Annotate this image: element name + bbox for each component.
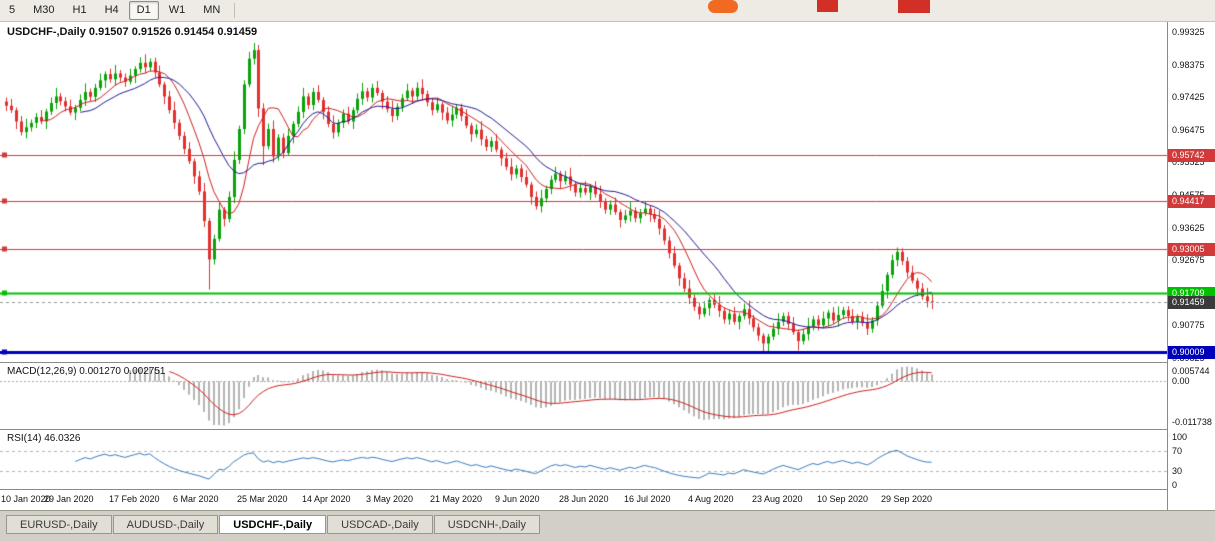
logo-red-block-1 xyxy=(817,0,838,12)
date-axis-label: 14 Apr 2020 xyxy=(302,494,351,504)
timeframe-button-w1[interactable]: W1 xyxy=(161,1,194,20)
symbol-tab-usdcad-daily[interactable]: USDCAD-,Daily xyxy=(327,515,433,534)
price-axis-label: 0.99325 xyxy=(1172,27,1205,38)
toolbar-separator xyxy=(234,3,235,18)
macd-indicator-label: MACD(12,26,9) 0.001270 0.002751 xyxy=(7,366,165,377)
date-axis-label: 29 Jan 2020 xyxy=(44,494,94,504)
rsi-axis-label: 30 xyxy=(1172,466,1182,477)
symbol-tab-usdcnh-daily[interactable]: USDCNH-,Daily xyxy=(434,515,540,534)
date-axis-label: 21 May 2020 xyxy=(430,494,482,504)
macd-axis-label: -0.011738 xyxy=(1172,417,1212,428)
date-axis-label: 6 Mar 2020 xyxy=(173,494,219,504)
date-axis-label: 9 Jun 2020 xyxy=(495,494,540,504)
rsi-axis-label: 0 xyxy=(1172,480,1177,491)
price-level-badge: 0.93005 xyxy=(1168,243,1215,256)
price-axis-label: 0.92675 xyxy=(1172,255,1205,266)
broker-logo-fragment xyxy=(705,0,945,14)
symbol-tab-usdchf-daily[interactable]: USDCHF-,Daily xyxy=(219,515,326,534)
macd-axis-label: 0.00 xyxy=(1172,376,1190,387)
date-axis-label: 28 Jun 2020 xyxy=(559,494,609,504)
date-axis-label: 16 Jul 2020 xyxy=(624,494,671,504)
rsi-axis-label: 70 xyxy=(1172,446,1182,457)
date-axis-label: 23 Aug 2020 xyxy=(752,494,803,504)
date-axis-label: 4 Aug 2020 xyxy=(688,494,734,504)
price-axis-label: 0.96475 xyxy=(1172,125,1205,136)
price-axis-label: 0.97425 xyxy=(1172,92,1205,103)
price-level-badge: 0.90009 xyxy=(1168,346,1215,359)
date-axis-label: 17 Feb 2020 xyxy=(109,494,160,504)
current-price-badge: 0.91459 xyxy=(1168,296,1215,309)
logo-orange-block xyxy=(708,0,738,13)
timeframe-button-5[interactable]: 5 xyxy=(1,1,23,20)
timeframe-button-h4[interactable]: H4 xyxy=(97,1,127,20)
rsi-axis-label: 100 xyxy=(1172,432,1187,443)
price-chart-canvas[interactable] xyxy=(0,22,1167,362)
macd-panel-canvas[interactable] xyxy=(0,363,1167,429)
panel-separator xyxy=(0,429,1215,430)
price-axis: 0.993250.983750.974250.964750.955250.945… xyxy=(1167,22,1215,510)
panel-separator xyxy=(0,362,1215,363)
timeframe-button-d1[interactable]: D1 xyxy=(129,1,159,20)
chart-area: 0.993250.983750.974250.964750.955250.945… xyxy=(0,22,1215,511)
price-level-badge: 0.95742 xyxy=(1168,149,1215,162)
symbol-tab-eurusd-daily[interactable]: EURUSD-,Daily xyxy=(6,515,112,534)
mt4-window: 5M30H1H4D1W1MN 0.99325 0.98375 0.97425 0.96… xyxy=(0,0,1215,541)
symbol-tab-audusd-daily[interactable]: AUDUSD-,Daily xyxy=(113,515,219,534)
price-axis-label: 0.90775 xyxy=(1172,320,1205,331)
timeframe-toolbar: 5M30H1H4D1W1MN xyxy=(0,0,1215,22)
rsi-indicator-label: RSI(14) 46.0326 xyxy=(7,433,80,444)
price-axis-label: 0.93625 xyxy=(1172,223,1205,234)
date-axis-label: 10 Sep 2020 xyxy=(817,494,868,504)
date-axis-label: 25 Mar 2020 xyxy=(237,494,288,504)
logo-red-block-2 xyxy=(898,0,930,13)
timeframe-buttons: 5M30H1H4D1W1MN xyxy=(0,0,229,22)
rsi-panel-canvas[interactable] xyxy=(0,430,1167,489)
timeframe-button-m30[interactable]: M30 xyxy=(25,1,62,20)
price-axis-label: 0.98375 xyxy=(1172,60,1205,71)
symbol-tabbar: EURUSD-,DailyAUDUSD-,DailyUSDCHF-,DailyU… xyxy=(0,510,1215,541)
price-level-badge: 0.94417 xyxy=(1168,195,1215,208)
date-axis: 10 Jan 202029 Jan 202017 Feb 20206 Mar 2… xyxy=(0,490,1167,510)
timeframe-button-mn[interactable]: MN xyxy=(195,1,228,20)
date-axis-label: 29 Sep 2020 xyxy=(881,494,932,504)
date-axis-label: 3 May 2020 xyxy=(366,494,413,504)
timeframe-button-h1[interactable]: H1 xyxy=(65,1,95,20)
chart-title: USDCHF-,Daily 0.91507 0.91526 0.91454 0.… xyxy=(7,26,257,38)
